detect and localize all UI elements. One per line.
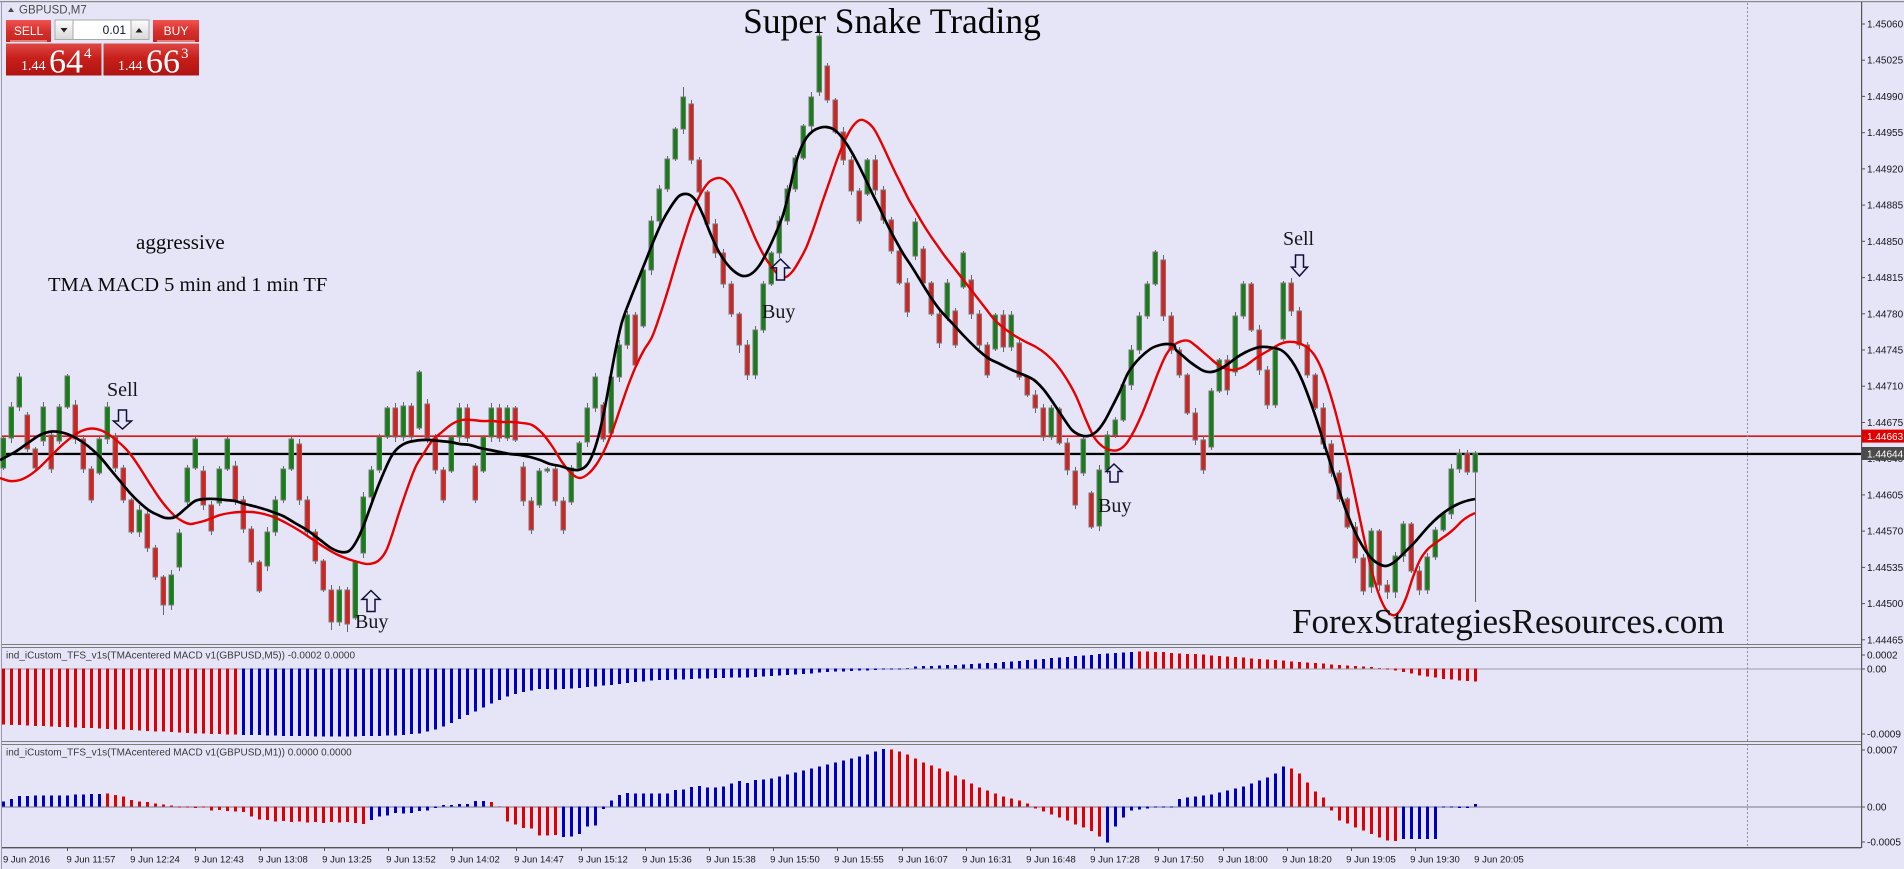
svg-text:9 Jun 20:05: 9 Jun 20:05 [1474,855,1524,866]
svg-text:1.44675: 1.44675 [1867,418,1904,429]
svg-text:3: 3 [181,46,189,62]
svg-text:9 Jun 15:38: 9 Jun 15:38 [706,855,756,866]
svg-text:9 Jun 15:55: 9 Jun 15:55 [834,855,884,866]
svg-text:9 Jun 14:47: 9 Jun 14:47 [514,855,564,866]
svg-text:9 Jun 12:24: 9 Jun 12:24 [130,855,180,866]
svg-text:ind_iCustom_TFS_v1s(TMAcentere: ind_iCustom_TFS_v1s(TMAcentered MACD v1(… [6,651,355,662]
svg-text:9 Jun 16:31: 9 Jun 16:31 [962,855,1012,866]
svg-text:1.45025: 1.45025 [1867,56,1904,67]
svg-text:Sell: Sell [1283,228,1315,250]
svg-text:Sell: Sell [107,379,139,401]
svg-text:9 Jun 13:08: 9 Jun 13:08 [258,855,308,866]
svg-text:64: 64 [49,44,83,81]
svg-text:Buy: Buy [355,611,388,633]
svg-text:GBPUSD,M7: GBPUSD,M7 [19,5,87,17]
svg-text:1.44710: 1.44710 [1867,382,1904,393]
svg-text:1.44: 1.44 [21,59,46,74]
svg-text:9 Jun 12:43: 9 Jun 12:43 [194,855,244,866]
svg-text:9 Jun 18:20: 9 Jun 18:20 [1282,855,1332,866]
svg-text:ind_iCustom_TFS_v1s(TMAcentere: ind_iCustom_TFS_v1s(TMAcentered MACD v1(… [6,748,352,759]
svg-text:9 Jun 13:52: 9 Jun 13:52 [386,855,436,866]
svg-text:1.44644: 1.44644 [1867,450,1904,461]
svg-text:0.0002: 0.0002 [1867,651,1898,662]
svg-text:9 Jun 17:28: 9 Jun 17:28 [1090,855,1140,866]
svg-text:1.44745: 1.44745 [1867,346,1904,357]
svg-text:9 Jun 19:05: 9 Jun 19:05 [1346,855,1396,866]
svg-text:-0.0009: -0.0009 [1867,730,1901,741]
svg-text:0.00: 0.00 [1867,803,1887,814]
svg-text:1.44605: 1.44605 [1867,490,1904,501]
svg-text:Super Snake Trading: Super Snake Trading [743,1,1041,41]
svg-text:1.44500: 1.44500 [1867,599,1904,610]
svg-text:0.01: 0.01 [103,23,127,37]
svg-text:1.44780: 1.44780 [1867,309,1904,320]
svg-text:1.44885: 1.44885 [1867,201,1904,212]
svg-text:Buy: Buy [1098,495,1131,517]
svg-text:9 Jun 2016: 9 Jun 2016 [3,855,50,866]
svg-text:TMA MACD 5 min and 1 min TF: TMA MACD 5 min and 1 min TF [48,274,327,296]
svg-text:9 Jun 15:36: 9 Jun 15:36 [642,855,692,866]
svg-text:1.44850: 1.44850 [1867,237,1904,248]
svg-text:9 Jun 14:02: 9 Jun 14:02 [450,855,500,866]
svg-text:66: 66 [146,44,180,81]
svg-text:1.44663: 1.44663 [1867,432,1904,443]
svg-text:9 Jun 16:48: 9 Jun 16:48 [1026,855,1076,866]
svg-text:1.44990: 1.44990 [1867,92,1904,103]
svg-text:0.00: 0.00 [1867,665,1887,676]
svg-text:BUY: BUY [164,24,189,38]
svg-text:9 Jun 16:07: 9 Jun 16:07 [898,855,948,866]
svg-text:9 Jun 15:50: 9 Jun 15:50 [770,855,820,866]
svg-text:9 Jun 19:30: 9 Jun 19:30 [1410,855,1460,866]
svg-text:1.44: 1.44 [118,59,143,74]
svg-text:1.44920: 1.44920 [1867,164,1904,175]
svg-text:1.44570: 1.44570 [1867,527,1904,538]
svg-text:1.45060: 1.45060 [1867,20,1904,31]
svg-text:ForexStrategiesResources.com: ForexStrategiesResources.com [1292,602,1725,641]
svg-text:-0.0005: -0.0005 [1867,838,1901,849]
svg-text:aggressive: aggressive [136,230,225,254]
svg-text:Buy: Buy [762,301,795,323]
svg-text:SELL: SELL [14,24,44,38]
svg-text:0.0007: 0.0007 [1867,746,1898,757]
svg-text:9 Jun 18:00: 9 Jun 18:00 [1218,855,1268,866]
svg-text:1.44815: 1.44815 [1867,273,1904,284]
svg-text:4: 4 [84,46,92,62]
svg-text:1.44955: 1.44955 [1867,128,1904,139]
svg-text:9 Jun 13:25: 9 Jun 13:25 [322,855,372,866]
svg-text:9 Jun 11:57: 9 Jun 11:57 [67,855,116,866]
svg-text:1.44465: 1.44465 [1867,635,1904,646]
svg-text:1.44535: 1.44535 [1867,563,1904,574]
svg-text:9 Jun 15:12: 9 Jun 15:12 [578,855,628,866]
svg-text:9 Jun 17:50: 9 Jun 17:50 [1154,855,1204,866]
